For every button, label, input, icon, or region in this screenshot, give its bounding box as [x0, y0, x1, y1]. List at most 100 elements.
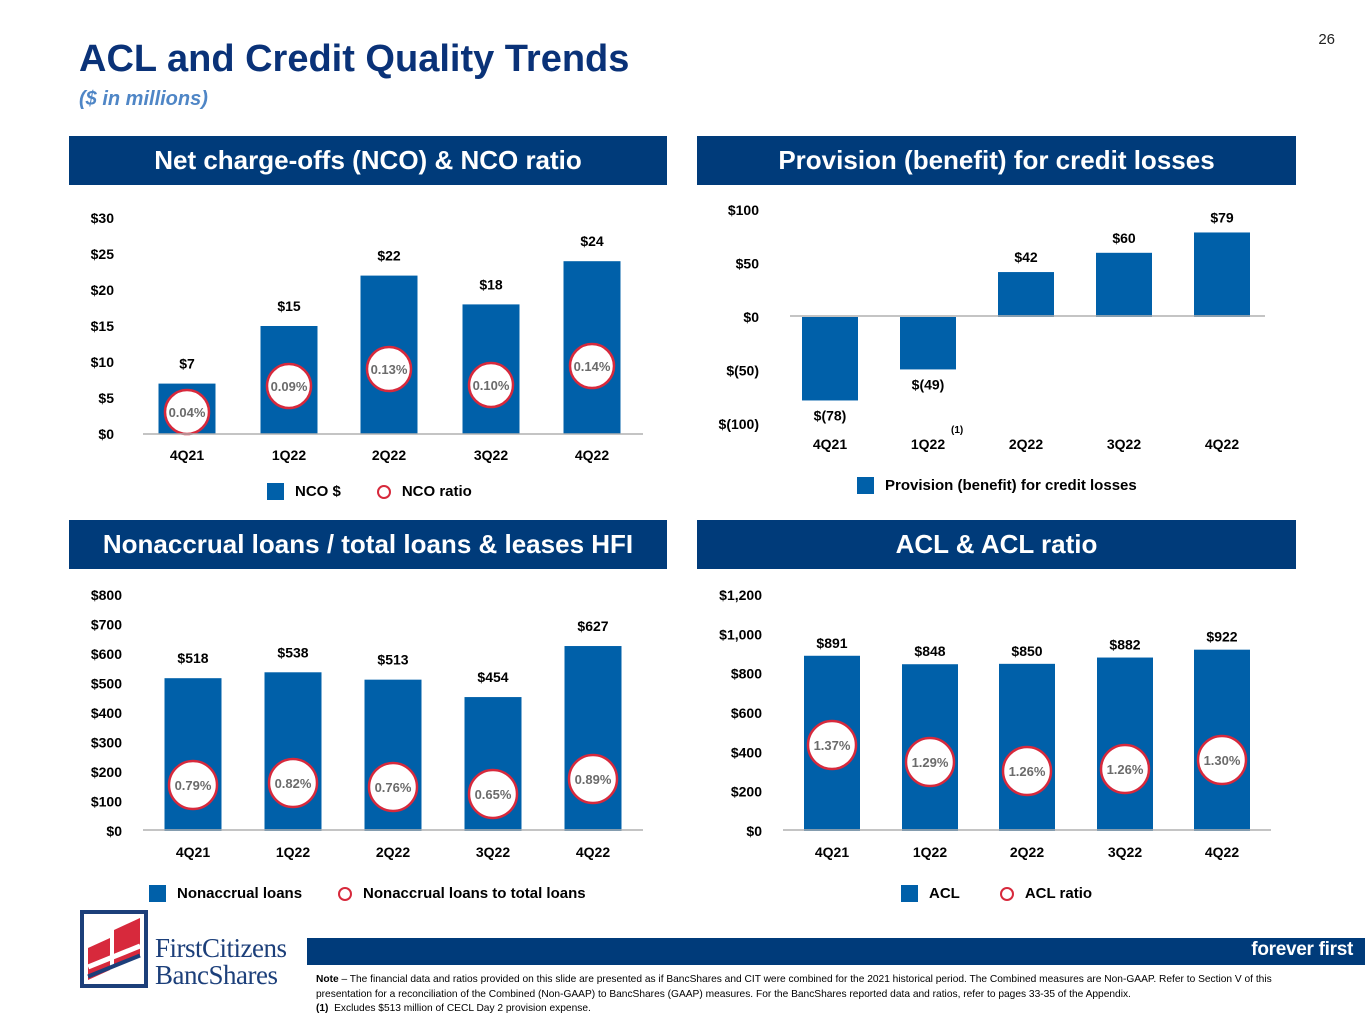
logo-line-1: FirstCitizens	[155, 933, 287, 963]
nco-ytick: $30	[91, 210, 115, 226]
nonaccrual-xtick: 3Q22	[476, 844, 510, 860]
nonaccrual-data-label: $513	[377, 652, 408, 668]
nco-data-label: $18	[479, 276, 503, 292]
nco-legend: NCO $ NCO ratio	[267, 483, 472, 500]
acl-legend: ACL ACL ratio	[901, 885, 1092, 902]
provision-ytick: $0	[743, 309, 759, 325]
acl-ratio-marker	[904, 736, 956, 788]
nonaccrual-ratio-marker	[267, 757, 319, 809]
acl-xtick: 3Q22	[1108, 844, 1142, 860]
acl-ratio-marker	[1196, 734, 1248, 786]
nonaccrual-ratio-label: 0.89%	[575, 772, 612, 787]
acl-data-label: $850	[1011, 643, 1042, 659]
nco-ytick: $25	[91, 246, 115, 262]
nonaccrual-legend-swatch	[149, 885, 166, 902]
acl-ratio-label: 1.26%	[1009, 764, 1046, 779]
provision-ytick: $100	[728, 202, 759, 218]
firstcitizens-logo-icon	[80, 910, 148, 988]
provision-legend-swatch	[857, 477, 874, 494]
nonaccrual-ratio-marker	[367, 761, 419, 813]
acl-ratio-label: 1.29%	[912, 755, 949, 770]
nco-data-label: $22	[377, 248, 401, 264]
provision-footnote-marker: (1)	[951, 425, 964, 436]
acl-ytick: $1,000	[719, 626, 762, 642]
acl-ytick: $0	[746, 823, 762, 839]
acl-ytick: $800	[731, 666, 762, 682]
provision-xtick: 4Q22	[1205, 436, 1239, 452]
nonaccrual-panel-header: Nonaccrual loans / total loans & leases …	[69, 520, 667, 569]
acl-legend-swatch	[901, 885, 918, 902]
nonaccrual-legend-circle	[338, 886, 353, 901]
nco-ytick: $5	[98, 390, 114, 406]
provision-data-label: $60	[1112, 230, 1136, 246]
acl-ratio-label: 1.37%	[814, 738, 851, 753]
provision-xtick: 4Q21	[813, 436, 847, 452]
nonaccrual-legend: Nonaccrual loans Nonaccrual loans to tot…	[149, 885, 586, 902]
nco-ratio-label: 0.09%	[271, 379, 308, 394]
nco-data-label: $7	[179, 356, 195, 372]
page-subtitle: ($ in millions)	[79, 88, 208, 110]
nco-ratio-marker	[467, 361, 515, 409]
provision-data-label: $(49)	[912, 376, 945, 392]
nco-ytick: $10	[91, 354, 115, 370]
nonaccrual-data-label: $538	[277, 644, 308, 660]
acl-legend-ratio-label: ACL ratio	[1024, 885, 1093, 902]
nco-ytick: $0	[98, 426, 114, 442]
nco-ratio-label: 0.04%	[169, 405, 206, 420]
acl-data-label: $891	[816, 635, 847, 651]
nonaccrual-ratio-label: 0.76%	[375, 780, 412, 795]
nonaccrual-ytick: $100	[91, 794, 122, 810]
nonaccrual-ytick: $300	[91, 735, 122, 751]
nco-legend-ratio-label: NCO ratio	[401, 483, 472, 500]
nonaccrual-xtick: 4Q21	[176, 844, 210, 860]
provision-legend: Provision (benefit) for credit losses	[857, 477, 1137, 494]
nonaccrual-ytick: $600	[91, 646, 122, 662]
nonaccrual-data-label: $518	[177, 650, 208, 666]
nonaccrual-ratio-marker	[567, 753, 619, 805]
acl-ratio-marker	[806, 719, 858, 771]
nonaccrual-ytick: $400	[91, 705, 122, 721]
nco-ratio-marker	[365, 345, 413, 393]
nco-legend-circle	[376, 484, 391, 499]
nonaccrual-ytick: $500	[91, 676, 122, 692]
acl-legend-bar-label: ACL	[929, 885, 960, 902]
nco-panel-header: Net charge-offs (NCO) & NCO ratio	[69, 136, 667, 185]
nco-ratio-label: 0.10%	[473, 378, 510, 393]
acl-ytick: $400	[731, 744, 762, 760]
nonaccrual-ratio-label: 0.65%	[475, 787, 512, 802]
acl-data-label: $882	[1109, 637, 1140, 653]
nonaccrual-legend-bar-label: Nonaccrual loans	[177, 885, 303, 902]
acl-ratio-label: 1.30%	[1204, 753, 1241, 768]
note-label: Note	[316, 974, 339, 985]
nco-data-label: $24	[580, 233, 604, 249]
acl-ytick: $200	[731, 784, 762, 800]
firstcitizens-logo-text: FirstCitizens BancShares	[155, 935, 287, 989]
nonaccrual-ratio-label: 0.79%	[175, 778, 212, 793]
acl-xtick: 4Q22	[1205, 844, 1239, 860]
nonaccrual-ratio-marker	[167, 759, 219, 811]
nco-ratio-marker	[568, 342, 616, 390]
nonaccrual-ytick: $700	[91, 617, 122, 633]
acl-data-label: $922	[1206, 629, 1237, 645]
provision-xtick: 2Q22	[1009, 436, 1043, 452]
nonaccrual-xtick: 4Q22	[576, 844, 610, 860]
logo-line-2: BancShares	[155, 960, 278, 990]
footnote-text: Excludes $513 million of CECL Day 2 prov…	[334, 1003, 591, 1014]
provision-panel-header: Provision (benefit) for credit losses	[697, 136, 1296, 185]
acl-legend-circle	[999, 886, 1014, 901]
nco-xtick: 4Q22	[575, 447, 609, 463]
provision-ytick: $(50)	[726, 363, 759, 379]
provision-ytick: $(100)	[719, 416, 759, 432]
nco-legend-bar-label: NCO $	[295, 483, 341, 500]
nco-ytick: $20	[91, 282, 115, 298]
nonaccrual-legend-ratio-label: Nonaccrual loans to total loans	[363, 885, 586, 902]
page-number: 26	[1318, 31, 1335, 48]
provision-bar	[802, 317, 858, 401]
provision-xtick: 3Q22	[1107, 436, 1141, 452]
nco-xtick: 2Q22	[372, 447, 406, 463]
acl-xtick: 1Q22	[913, 844, 947, 860]
nonaccrual-ytick: $200	[91, 764, 122, 780]
note-text: – The financial data and ratios provided…	[316, 974, 1272, 1000]
provision-ytick: $50	[736, 256, 760, 272]
acl-ytick: $1,200	[719, 587, 762, 603]
